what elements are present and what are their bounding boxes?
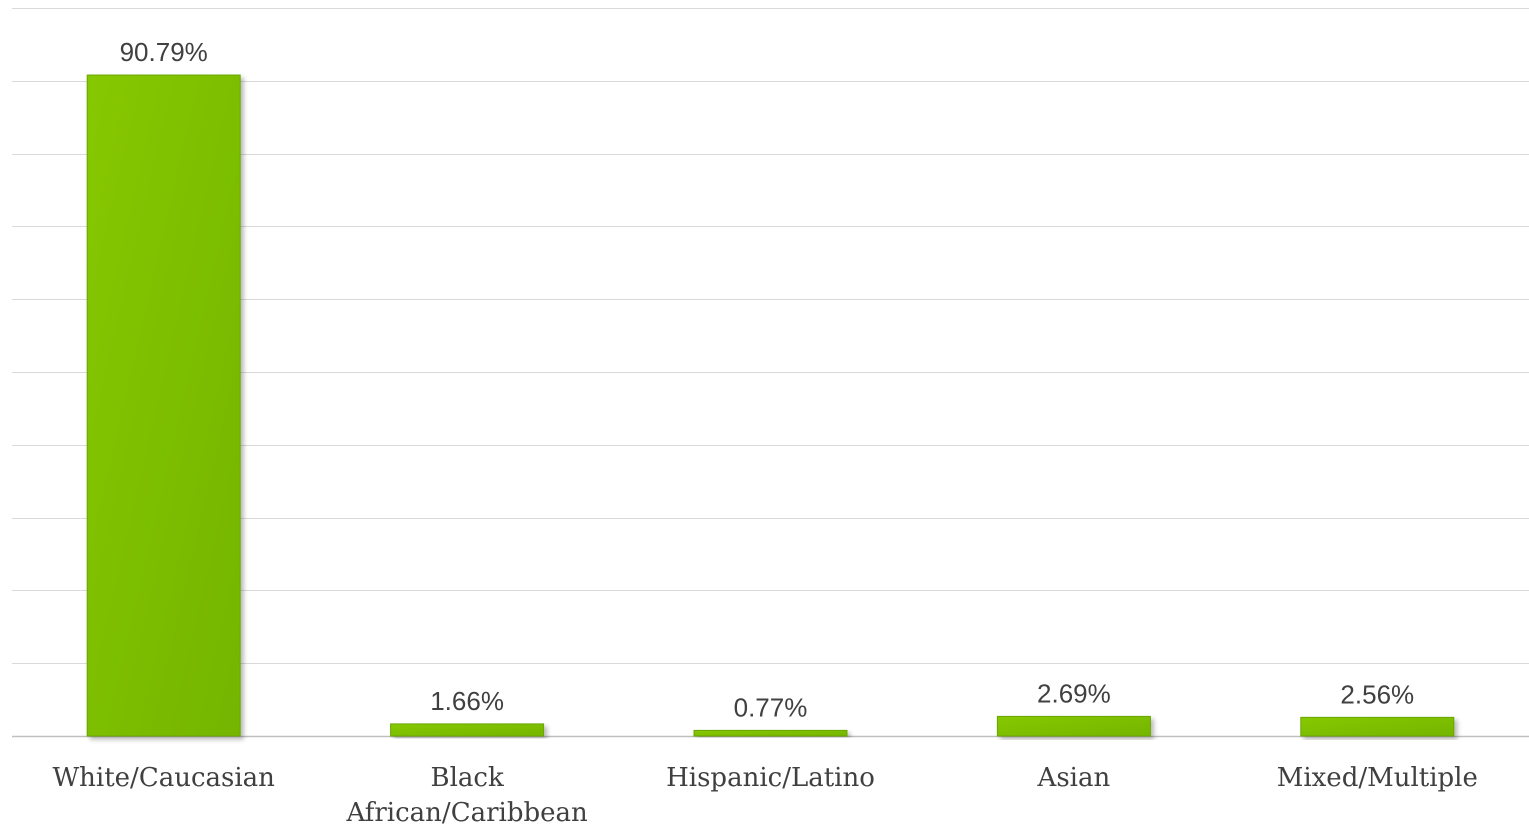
category-tick-label: Asian [1037, 763, 1111, 793]
bar [1300, 716, 1455, 737]
data-label: 1.66% [430, 686, 504, 716]
data-label: 90.79% [120, 37, 208, 67]
bars [86, 74, 1455, 737]
gridlines [12, 8, 1529, 738]
category-labels: White/Caucasian Black African/Caribbean His… [52, 763, 1477, 828]
category-tick-label: Hispanic/Latino [666, 763, 875, 793]
category-tick-label: Black African/Caribbean [345, 763, 588, 828]
category-tick-label: White/Caucasian [52, 763, 275, 793]
data-label: 0.77% [734, 692, 808, 722]
data-label: 2.69% [1037, 678, 1111, 708]
bar [86, 74, 241, 737]
data-label: 2.56% [1340, 679, 1414, 709]
bar [390, 723, 545, 737]
bar [693, 729, 848, 737]
category-tick-label: Mixed/Multiple [1277, 763, 1478, 793]
value-labels: 90.79% 1.66% 0.77% 2.69% 2.56% [120, 37, 1415, 722]
bar [996, 715, 1151, 737]
